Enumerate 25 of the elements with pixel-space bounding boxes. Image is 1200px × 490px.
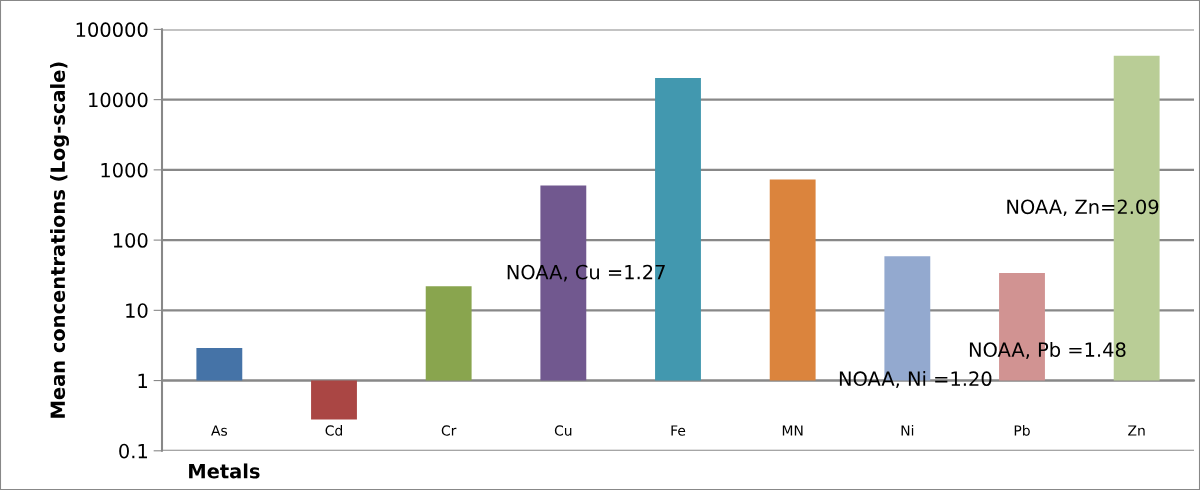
y-tick-label: 1 (138, 373, 148, 388)
x-tick-label: Cd (325, 425, 342, 436)
y-tick-label: 10000 (89, 92, 148, 108)
bar (425, 286, 472, 381)
bar (196, 348, 243, 381)
x-tick-label: Cu (554, 425, 572, 436)
x-axis-title: Metals (189, 463, 260, 479)
bar (769, 179, 816, 381)
annotation: NOAA, Pb =1.48 (969, 341, 1126, 359)
bar (311, 380, 357, 420)
x-tick-label: Cr (441, 425, 457, 436)
y-tick-label: 1000 (101, 162, 148, 178)
x-tick-label: Ni (901, 425, 914, 436)
y-tick-label: 0.1 (119, 443, 148, 459)
x-tick-label: Zn (1128, 425, 1145, 436)
x-tick-label: Pb (1014, 425, 1030, 436)
y-tick-label: 100 (113, 233, 148, 248)
x-tick-label: MN (782, 425, 803, 436)
x-tick-label: As (211, 425, 228, 436)
annotation: NOAA, Zn=2.09 (1007, 199, 1159, 217)
annotation: NOAA, Ni =1.20 (839, 371, 992, 389)
y-tick-label: 100000 (76, 22, 148, 38)
x-tick-label: Fe (671, 425, 686, 436)
y-tick-label: 10 (126, 303, 148, 318)
y-axis-title: Mean concentrations (Log-scale) (50, 62, 70, 418)
